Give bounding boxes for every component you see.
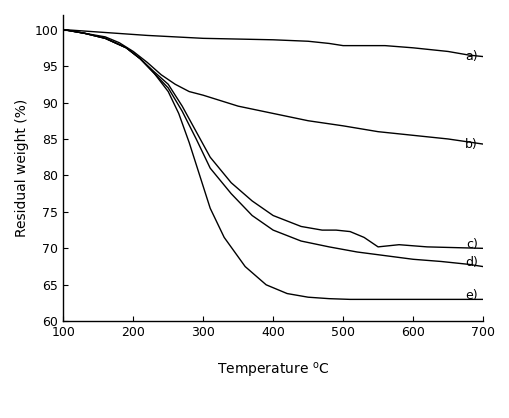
Text: a): a) [465, 50, 477, 63]
Text: e): e) [465, 289, 477, 302]
Text: b): b) [464, 138, 477, 150]
Y-axis label: Residual weight (%): Residual weight (%) [15, 99, 29, 237]
Text: Temperature $^{\mathregular{o}}$C: Temperature $^{\mathregular{o}}$C [216, 361, 329, 380]
Text: c): c) [465, 238, 477, 251]
Text: d): d) [464, 256, 477, 270]
